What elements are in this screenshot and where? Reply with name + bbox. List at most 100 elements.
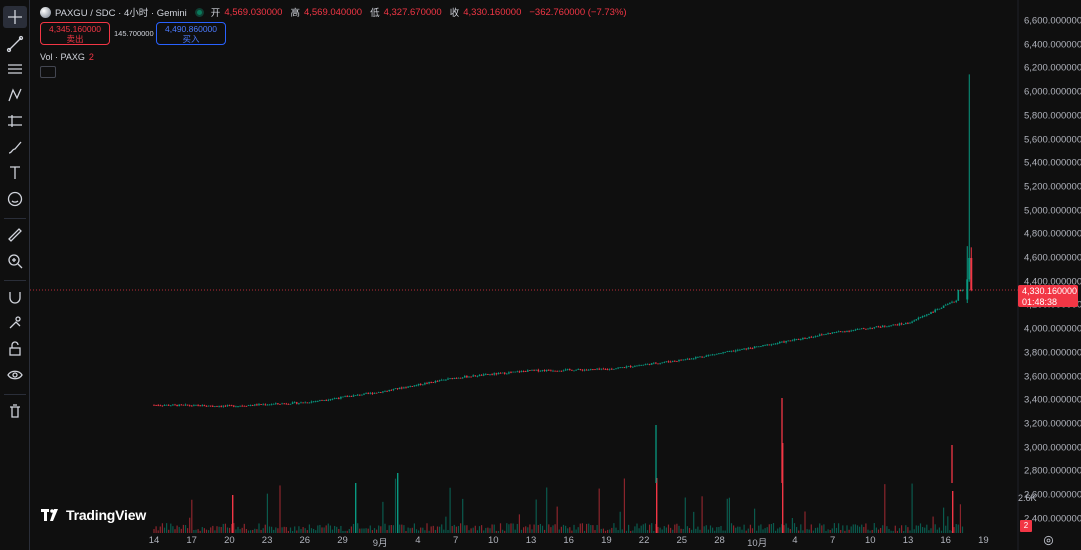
candle-body — [304, 402, 306, 404]
volume-bar — [749, 524, 751, 533]
volume-bar — [239, 529, 241, 533]
candle-body — [684, 359, 687, 361]
magnet-tool[interactable] — [3, 286, 27, 308]
price-chart[interactable] — [30, 0, 1081, 550]
price-tick-label: 3,400.000000 — [1024, 394, 1081, 406]
candle-body — [327, 399, 330, 401]
volume-bar — [804, 511, 806, 533]
candle-body — [348, 396, 351, 397]
trend-line-tool[interactable] — [3, 33, 27, 55]
candle-body — [611, 368, 613, 370]
candle-body — [186, 404, 189, 406]
candle-body — [409, 386, 411, 387]
volume-bar — [819, 523, 821, 533]
collapse-legend-button[interactable] — [40, 66, 56, 78]
high-label: 高 — [290, 8, 300, 19]
change-value: −362.760000 (−7.73%) — [529, 6, 627, 18]
volume-bar — [952, 491, 954, 533]
eye-tool[interactable] — [3, 364, 27, 386]
time-tick-label: 4 — [792, 535, 798, 546]
symbol-legend: PAXGU / SDC · 4小时 · Gemini 开 4,569.030000… — [40, 5, 631, 19]
volume-bar — [880, 527, 882, 533]
time-tick-label: 16 — [563, 535, 574, 546]
candle-body — [155, 404, 157, 406]
volume-bar — [237, 526, 239, 533]
volume-bar — [655, 523, 657, 533]
volume-bar — [397, 473, 399, 533]
volume-bar — [743, 524, 745, 533]
lock-drawings-tool[interactable] — [3, 312, 27, 334]
volume-bar — [728, 497, 730, 533]
candle-body — [659, 363, 661, 364]
candle-body — [709, 354, 712, 356]
trash-tool[interactable] — [3, 400, 27, 422]
crosshair-tool[interactable] — [3, 6, 27, 28]
candle-body — [247, 405, 250, 407]
candle-body — [718, 353, 720, 355]
candle-body — [512, 371, 514, 373]
volume-bar — [226, 527, 229, 533]
forecast-tool[interactable] — [3, 110, 27, 132]
candle-body — [314, 401, 317, 402]
volume-bar — [722, 530, 724, 533]
candle-body — [653, 362, 655, 364]
volume-legend[interactable]: Vol · PAXG 2 — [40, 52, 94, 62]
volume-bar — [378, 525, 380, 533]
sell-label: 卖出 — [66, 34, 84, 44]
volume-bar — [260, 529, 262, 533]
pattern-tool[interactable] — [3, 84, 27, 106]
candle-body — [182, 404, 185, 406]
price-tick-label: 5,000.000000 — [1024, 205, 1081, 217]
candle-body — [480, 374, 483, 376]
candle-body — [795, 338, 798, 340]
unlock-tool[interactable] — [3, 338, 27, 360]
candle-body — [873, 327, 876, 329]
brush-tool[interactable] — [3, 136, 27, 158]
candle-body — [781, 341, 783, 343]
volume-bar — [252, 529, 254, 533]
volume-bar — [506, 523, 508, 533]
time-tick-label: 4 — [415, 535, 421, 546]
buy-button[interactable]: 4,490.860000 买入 — [156, 22, 226, 45]
volume-bar — [808, 529, 810, 533]
volume-bar — [523, 527, 525, 533]
fib-retracement-tool[interactable] — [3, 58, 27, 80]
candle-body — [493, 373, 495, 375]
axis-settings-icon[interactable] — [1043, 535, 1054, 546]
tradingview-logo[interactable]: TradingView — [41, 507, 146, 523]
symbol-title[interactable]: PAXGU / SDC · 4小时 · Gemini — [55, 8, 187, 19]
candle-body — [858, 328, 861, 330]
candle-body — [291, 402, 294, 404]
ruler-tool[interactable] — [3, 224, 27, 246]
sell-button[interactable]: 4,345.160000 卖出 — [40, 22, 110, 45]
volume-bar — [663, 526, 665, 533]
candle-body — [371, 392, 374, 394]
volume-bar — [699, 529, 701, 533]
candle-body — [180, 404, 183, 406]
volume-bar — [930, 528, 932, 533]
candle-body — [193, 404, 195, 406]
candle-body — [283, 403, 285, 405]
volume-bar — [810, 524, 812, 533]
candle-body — [676, 361, 678, 362]
volume-bar — [163, 527, 166, 533]
volume-bar — [302, 527, 304, 533]
text-tool[interactable] — [3, 162, 27, 184]
magnet-icon — [9, 292, 21, 304]
candle-body — [205, 406, 208, 407]
candle-body — [655, 362, 657, 364]
emoji-tool[interactable] — [3, 188, 27, 210]
volume-bar — [369, 525, 371, 533]
zoom-in-tool[interactable] — [3, 250, 27, 272]
eye-icon — [7, 370, 23, 380]
volume-bar — [191, 499, 193, 533]
volume-bar — [214, 530, 216, 533]
candle-body — [230, 405, 233, 407]
candle-body — [449, 378, 451, 380]
volume-bar — [184, 525, 187, 533]
time-tick-label: 28 — [714, 535, 725, 546]
candle-body — [716, 353, 718, 355]
candle-body — [419, 383, 422, 385]
volume-bar — [445, 516, 447, 533]
volume-bar — [947, 516, 949, 533]
